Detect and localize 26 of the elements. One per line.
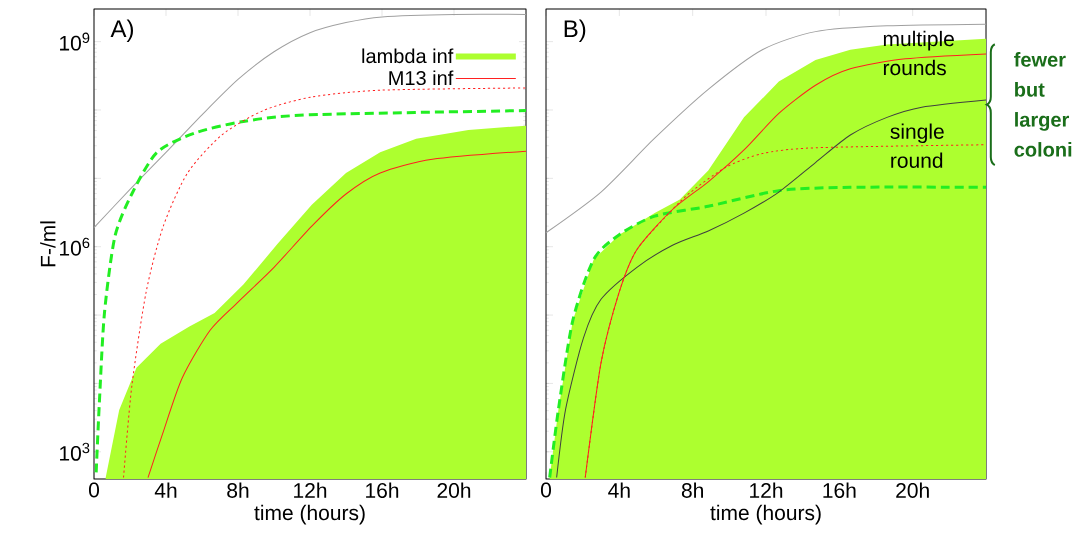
x-tick-label: 20h: [437, 482, 471, 498]
x-tick-label: 8h: [227, 482, 249, 498]
annotation: A): [110, 19, 134, 42]
x-tick-label: 0: [540, 482, 552, 498]
x-tick-label: 16h: [823, 482, 856, 498]
x-axis-title: time (hours): [254, 504, 365, 525]
annotation: B): [564, 19, 586, 42]
x-axis-title: time (hours): [710, 504, 821, 525]
line-series: [147, 150, 527, 479]
y-axis-title: F-/ml: [40, 221, 56, 267]
x-tick-label: 0: [88, 482, 100, 498]
y-tick-label: 10$^{6}$: [60, 237, 90, 256]
legend-label: lambda inf: [362, 48, 454, 64]
annotation: single round: [890, 123, 944, 168]
legend-label: M13 inf: [389, 70, 454, 86]
x-tick-label: 12h: [750, 482, 783, 498]
x-tick-label: 8h: [681, 482, 703, 498]
x-tick-label: 16h: [366, 482, 399, 498]
text: fewer but larger coloni: [1014, 52, 1072, 157]
x-tick-label: 20h: [896, 482, 929, 498]
line-series: [93, 13, 527, 229]
y-tick-label: 10$^{9}$: [60, 32, 90, 51]
y-tick-label: 10$^{3}$: [60, 442, 90, 461]
x-tick-label: 4h: [154, 482, 177, 498]
x-tick-label: 4h: [608, 482, 630, 498]
x-tick-label: 12h: [294, 482, 327, 498]
